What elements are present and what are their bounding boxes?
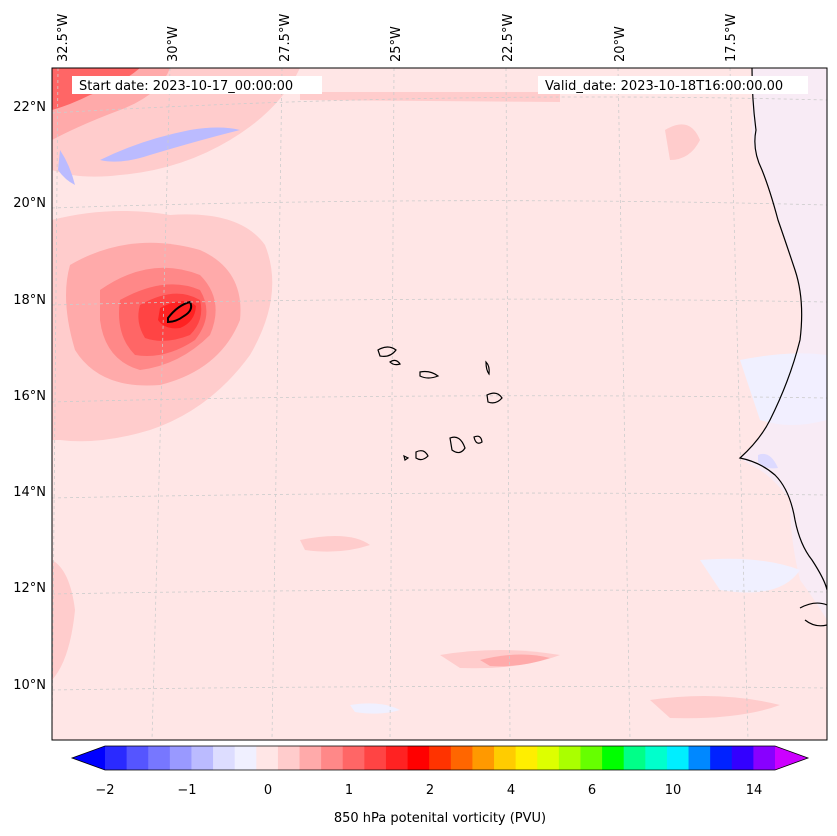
colorbar-segment (515, 746, 538, 770)
colorbar-segment (580, 746, 603, 770)
lat-label: 18°N (13, 293, 46, 308)
colorbar-segment (645, 746, 668, 770)
colorbar (70, 745, 810, 771)
colorbar-segment (472, 746, 495, 770)
colorbar-segment (256, 746, 279, 770)
colorbar-segment (234, 746, 257, 770)
lon-label: 17.5°W (724, 14, 739, 62)
colorbar-extend-low (72, 746, 105, 770)
colorbar-segment (321, 746, 344, 770)
colorbar-tick: 10 (665, 783, 682, 798)
colorbar-segment (602, 746, 625, 770)
colorbar-tick: −2 (95, 783, 114, 798)
valid-date-label: Valid_date: 2023-10-18T16:00:00.00 (545, 79, 783, 94)
colorbar-ticks: −2 −1 0 1 2 4 6 10 14 (95, 783, 762, 798)
colorbar-segment (537, 746, 560, 770)
colorbar-segment (429, 746, 452, 770)
colorbar-segment (450, 746, 473, 770)
colorbar-segment (688, 746, 711, 770)
lon-label: 30°W (166, 26, 181, 62)
colorbar-segment (731, 746, 754, 770)
lon-label: 25°W (389, 26, 404, 62)
colorbar-segment (342, 746, 365, 770)
colorbar-segment (623, 746, 646, 770)
colorbar-segment (148, 746, 171, 770)
lat-label: 20°N (13, 196, 46, 211)
colorbar-segment (299, 746, 322, 770)
start-date-box (72, 76, 322, 94)
colorbar-segment (666, 746, 690, 770)
colorbar-segment (191, 746, 214, 770)
colorbar-segment (407, 746, 430, 770)
lat-label: 16°N (13, 389, 46, 404)
colorbar-tick: 14 (746, 783, 763, 798)
lat-label: 10°N (13, 678, 46, 693)
coastlines (377, 68, 827, 627)
colorbar-segment (385, 746, 409, 770)
colorbar-segment (710, 746, 733, 770)
lon-label: 20°W (613, 26, 628, 62)
colorbar-tick: 6 (588, 783, 596, 798)
colorbar-tick: 4 (507, 783, 515, 798)
lat-label: 22°N (13, 100, 46, 115)
lat-label: 14°N (13, 485, 46, 500)
colorbar-title: 850 hPa potenital vorticity (PVU) (334, 811, 546, 826)
valid-date-box (538, 76, 808, 94)
colorbar-tick: 0 (264, 783, 272, 798)
colorbar-segment (753, 746, 776, 770)
gridlines (52, 68, 827, 740)
colorbar-tick: 1 (345, 783, 353, 798)
colorbar-segment (558, 746, 581, 770)
vorticity-field (52, 68, 827, 740)
colorbar-frame (70, 745, 810, 771)
colorbar-segment (105, 746, 128, 770)
colorbar-segment (126, 746, 149, 770)
lat-label: 12°N (13, 581, 46, 596)
colorbar-segment (277, 746, 301, 770)
colorbar-segment (364, 746, 387, 770)
lon-label: 32.5°W (56, 14, 71, 62)
colorbar-segment (169, 746, 192, 770)
colorbar-segment (494, 746, 517, 770)
colorbar-tick: −1 (177, 783, 196, 798)
colorbar-tick: 2 (426, 783, 434, 798)
colorbar-segment (213, 746, 236, 770)
start-date-label: Start date: 2023-10-17_00:00:00 (79, 79, 293, 94)
colorbar-extend-high (775, 746, 808, 770)
lon-label: 22.5°W (501, 14, 516, 62)
lon-label: 27.5°W (278, 14, 293, 62)
map-frame (51, 67, 828, 741)
